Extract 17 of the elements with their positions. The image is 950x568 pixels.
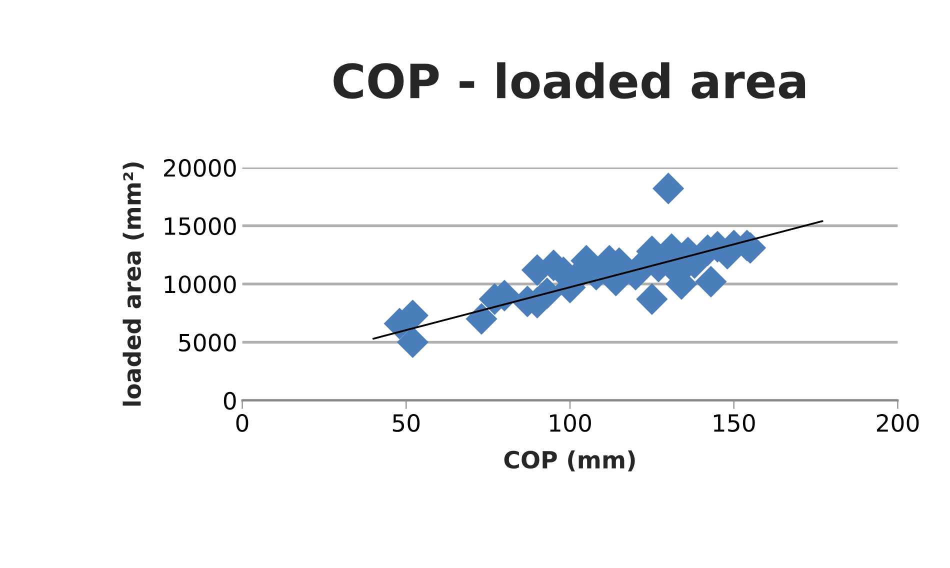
y-tick-label: 20000: [164, 159, 236, 177]
point: [466, 303, 498, 335]
x-tick-label: 50: [392, 414, 420, 432]
x-tick-label: 100: [550, 414, 591, 432]
chart-title: COP - loaded area: [334, 62, 806, 99]
point: [636, 283, 668, 315]
y-tick-label: 0: [224, 392, 236, 410]
point: [652, 172, 684, 204]
point: [695, 266, 727, 298]
x-tick-label: 0: [236, 414, 248, 432]
x-axis-title: COP (mm): [504, 450, 635, 472]
y-tick-label: 5000: [179, 334, 236, 352]
x-tick-label: 200: [876, 414, 919, 432]
y-tick-label: 15000: [164, 217, 236, 236]
y-axis-title: loaded area (mm²): [122, 162, 144, 406]
y-tick-label: 10000: [164, 275, 236, 294]
x-tick-label: 150: [714, 414, 755, 432]
